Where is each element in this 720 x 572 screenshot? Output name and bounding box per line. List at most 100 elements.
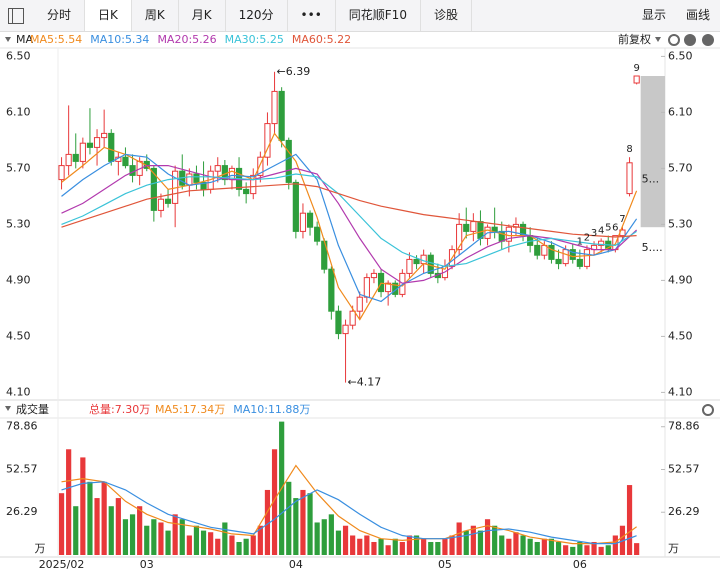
volume-bar [506, 538, 512, 555]
candle-body [108, 132, 115, 162]
ma-line [61, 464, 637, 545]
volume-bar [200, 530, 207, 555]
volume-bar [80, 457, 86, 555]
volume-bar [137, 506, 143, 555]
ma-line [61, 173, 637, 268]
candle-body [150, 167, 157, 211]
candle-body [555, 258, 562, 265]
candle-body [65, 153, 72, 167]
volume-bar [208, 532, 214, 555]
collapse-icon[interactable] [5, 406, 11, 411]
tab[interactable]: 同花顺F10 [336, 0, 421, 31]
volume-bar [165, 530, 171, 555]
candle-body [328, 268, 335, 312]
candle-body [569, 249, 576, 260]
volume-bar [499, 535, 505, 555]
sidebar-toggle[interactable] [8, 7, 24, 24]
close-icon[interactable] [702, 34, 714, 46]
volume-bar [222, 522, 228, 555]
volume-bar [413, 535, 420, 555]
candle-body [58, 165, 65, 181]
panel-title: 成交量 [16, 402, 49, 416]
y-tick-label: 78.86 [668, 420, 700, 433]
volume-bar [158, 522, 164, 555]
candle-body [576, 258, 583, 267]
volume-bar [584, 545, 590, 555]
adjust-label[interactable]: 前复权 [618, 32, 651, 46]
volume-bar [463, 530, 469, 555]
volume-bar [541, 538, 547, 555]
volume-bar [421, 538, 427, 555]
y-tick-label: 26.29 [668, 505, 700, 518]
candle-body [598, 240, 605, 246]
volume-bar [122, 519, 129, 555]
candle-body [342, 324, 349, 335]
collapse-icon[interactable] [5, 37, 11, 42]
y-tick-label: 5.70 [6, 161, 31, 174]
legend-entry: MA20:5.26 [157, 33, 216, 46]
toolbar-right: 显示 画线 [632, 0, 720, 31]
legend-entry: MA5:5.54 [30, 33, 82, 46]
tab[interactable]: 分时 [34, 0, 86, 31]
volume-bar [293, 498, 299, 555]
sequence-label: 6 [612, 223, 618, 234]
x-tick-label: 05 [438, 558, 452, 571]
toolbar-button[interactable]: 画线 [685, 8, 710, 22]
tab[interactable]: 诊股 [421, 0, 472, 31]
volume-bar [335, 530, 342, 555]
candle-body [193, 173, 200, 183]
candle-body [278, 90, 285, 141]
volume-bar [151, 519, 157, 555]
candle-body [385, 282, 392, 293]
y-tick-label: 6.50 [6, 49, 31, 62]
volume-bar [399, 541, 405, 555]
tab[interactable]: 120分 [226, 0, 288, 31]
candle-body [186, 173, 193, 186]
volume-bar [605, 545, 611, 555]
candle-body [86, 142, 94, 148]
volume-bar [321, 519, 327, 555]
tab[interactable]: ••• [288, 0, 336, 31]
volume-bar [570, 546, 576, 555]
y-tick-label: 4.90 [668, 273, 693, 286]
settings-icon[interactable] [702, 404, 714, 416]
y-tick-label: 52.57 [668, 462, 700, 475]
tab[interactable]: 周K [132, 0, 179, 31]
candle-body [285, 139, 292, 183]
candle-body [562, 249, 569, 265]
x-tick-label: 2025/02 [39, 558, 85, 571]
volume-bar [264, 489, 271, 555]
y-tick-label: 6.10 [668, 105, 693, 118]
y-tick-label: 5.30 [668, 217, 693, 230]
candle-body [534, 244, 541, 256]
chart: MA 前复权 成交量 总量:7.30万 万 万 MA5:5.54 MA10:5.3… [0, 32, 720, 572]
toolbar-button[interactable]: 显示 [641, 8, 666, 22]
add-icon[interactable] [684, 34, 696, 46]
tab[interactable]: 月K [179, 0, 226, 31]
volume-bar [520, 535, 526, 555]
volume-bar [406, 535, 413, 555]
tab[interactable]: 日K [85, 0, 132, 31]
candle-body [243, 188, 250, 195]
volume-bar [236, 541, 242, 555]
gap-zone [640, 76, 665, 228]
price-tag: 5... [642, 173, 660, 186]
candle-body [406, 258, 413, 274]
candle-body [129, 165, 136, 176]
volume-bar [108, 506, 114, 555]
settings-icon[interactable] [668, 34, 680, 46]
volume-bar [527, 538, 533, 555]
candle-body [214, 165, 221, 172]
volume-bar [371, 541, 377, 555]
volume-bar [101, 481, 107, 555]
candle-body [349, 310, 356, 326]
dropdown-icon[interactable] [655, 37, 661, 42]
candle-body [79, 142, 86, 162]
volume-bar [186, 535, 192, 555]
sequence-label: 1 [577, 237, 583, 248]
unit-label: 万 [35, 542, 46, 555]
y-tick-label: 78.86 [6, 420, 38, 433]
volume-bar [357, 538, 363, 555]
volume-bar [428, 541, 434, 555]
